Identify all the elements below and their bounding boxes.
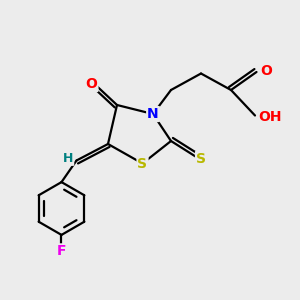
- Text: F: F: [57, 244, 66, 258]
- Text: S: S: [196, 152, 206, 166]
- Text: O: O: [260, 64, 272, 77]
- Text: S: S: [137, 157, 148, 170]
- Text: N: N: [147, 107, 159, 121]
- Text: O: O: [85, 77, 98, 91]
- Text: OH: OH: [259, 110, 282, 124]
- Text: H: H: [63, 152, 73, 165]
